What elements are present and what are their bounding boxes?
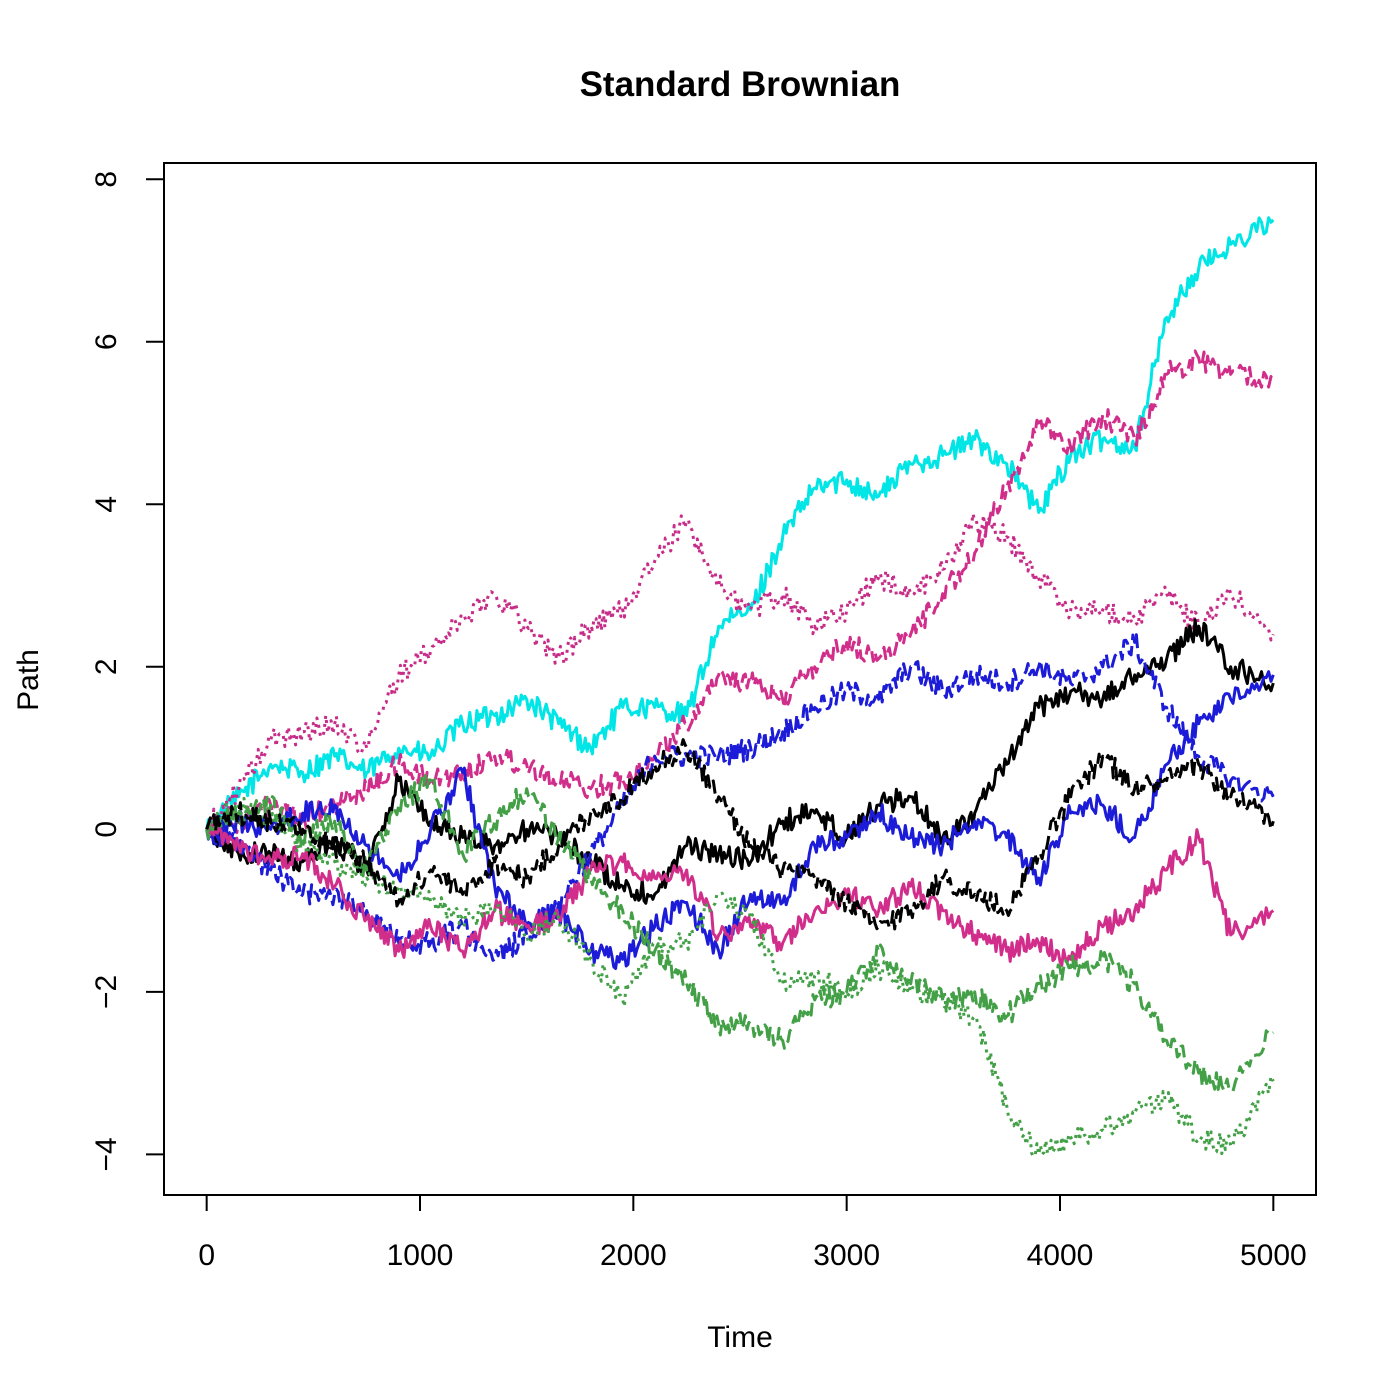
series-line (205, 796, 1275, 1158)
x-tick-label: 0 (198, 1239, 215, 1272)
x-tick-label: 1000 (387, 1239, 454, 1272)
series-line (205, 738, 1275, 931)
series-line (205, 774, 1275, 1093)
x-axis: 0 1000 2000 3000 4000 5000 (198, 1194, 1307, 1272)
y-tick-label: −2 (90, 975, 123, 1009)
x-tick-label: 5000 (1240, 1239, 1307, 1272)
series-layer (205, 216, 1275, 1158)
chart-title: Standard Brownian (580, 65, 901, 104)
x-tick-label: 4000 (1027, 1239, 1094, 1272)
x-tick-label: 3000 (813, 1239, 880, 1272)
y-tick-label: 2 (90, 658, 123, 675)
series-line (205, 618, 1275, 905)
series-line (205, 821, 1275, 967)
y-tick-label: −4 (90, 1137, 123, 1171)
y-tick-label: 0 (90, 821, 123, 838)
series-line (205, 349, 1275, 839)
x-tick-label: 2000 (600, 1239, 667, 1272)
y-tick-label: 8 (90, 171, 123, 188)
plot-frame (163, 162, 1317, 1196)
y-tick-label: 4 (90, 496, 123, 513)
y-axis-label: Path (12, 649, 45, 711)
series-line (205, 670, 1275, 970)
y-axis: −4 −2 0 2 4 6 8 (90, 171, 165, 1171)
x-axis-label: Time (707, 1321, 773, 1354)
series-line (205, 216, 1275, 836)
y-tick-label: 6 (90, 333, 123, 350)
